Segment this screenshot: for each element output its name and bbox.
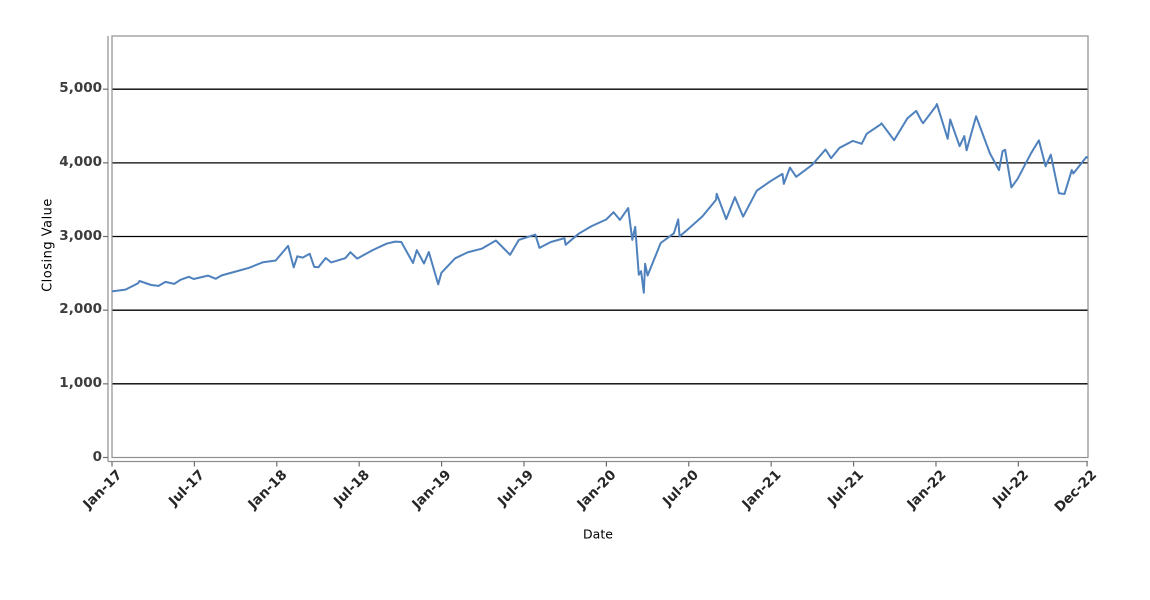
x-axis-title: Date [583,526,613,542]
price-line [111,103,1089,294]
y-axis-title: Closing Value [40,198,56,292]
plot-frame [111,35,1089,459]
